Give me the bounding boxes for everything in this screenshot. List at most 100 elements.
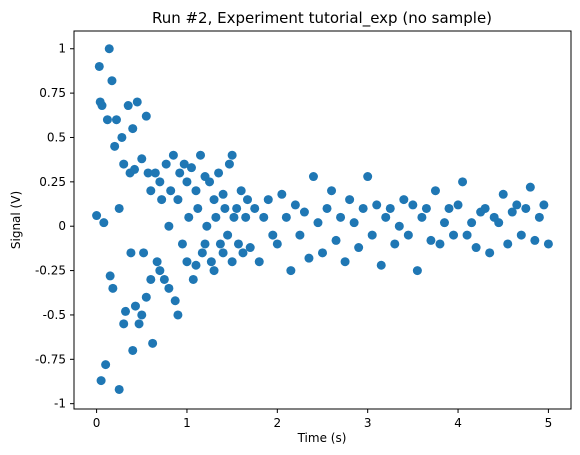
- data-point: [96, 376, 106, 386]
- data-point: [295, 230, 305, 240]
- data-point: [104, 44, 114, 54]
- data-point: [146, 274, 156, 284]
- data-point: [430, 186, 440, 196]
- data-point: [444, 203, 454, 213]
- data-point: [155, 177, 165, 187]
- data-point: [435, 239, 445, 249]
- data-point: [308, 172, 318, 182]
- data-point: [157, 195, 167, 205]
- data-point: [268, 230, 278, 240]
- data-point: [403, 230, 413, 240]
- data-point: [179, 159, 189, 169]
- data-point: [521, 203, 531, 213]
- data-point: [381, 212, 391, 222]
- data-point: [182, 257, 192, 267]
- data-point: [229, 212, 239, 222]
- data-point: [485, 248, 495, 258]
- data-point: [426, 235, 436, 245]
- data-points: [92, 44, 553, 394]
- data-point: [327, 186, 337, 196]
- data-point: [286, 266, 296, 276]
- data-point: [385, 203, 395, 213]
- data-point: [177, 239, 187, 249]
- data-point: [173, 195, 183, 205]
- data-point: [471, 243, 481, 253]
- data-point: [99, 218, 109, 228]
- data-point: [467, 218, 477, 228]
- data-point: [193, 203, 203, 213]
- chart-title: Run #2, Experiment tutorial_exp (no samp…: [152, 9, 492, 28]
- y-axis-ticks: -1 -0.75 -0.5 -0.25 0 0.25 0.5 0.75 1: [35, 42, 74, 411]
- data-point: [539, 200, 549, 210]
- data-point: [101, 360, 111, 370]
- data-point: [111, 115, 121, 125]
- data-point: [137, 310, 147, 320]
- data-point: [367, 230, 377, 240]
- data-point: [227, 257, 237, 267]
- data-point: [168, 150, 178, 160]
- data-point: [281, 212, 291, 222]
- data-point: [534, 212, 544, 222]
- data-point: [191, 260, 201, 270]
- data-point: [94, 61, 104, 71]
- data-point: [141, 111, 151, 121]
- data-point: [507, 207, 517, 217]
- data-point: [313, 218, 323, 228]
- data-point: [331, 235, 341, 245]
- data-point: [200, 239, 210, 249]
- data-point: [205, 177, 215, 187]
- data-point: [130, 301, 140, 311]
- data-point: [150, 168, 160, 178]
- y-tick-label: -1: [54, 397, 66, 411]
- data-point: [211, 212, 221, 222]
- data-point: [336, 212, 346, 222]
- data-point: [439, 218, 449, 228]
- data-point: [209, 266, 219, 276]
- data-point: [408, 200, 418, 210]
- y-tick-label: -0.75: [35, 352, 66, 366]
- y-tick-label: 0.5: [47, 130, 66, 144]
- data-point: [170, 296, 180, 306]
- data-point: [345, 195, 355, 205]
- data-point: [277, 189, 287, 199]
- data-point: [218, 248, 228, 258]
- data-point: [92, 211, 102, 221]
- y-axis-label: Signal (V): [9, 191, 23, 249]
- data-point: [161, 159, 171, 169]
- data-point: [530, 235, 540, 245]
- data-point: [318, 248, 327, 258]
- data-point: [263, 195, 273, 205]
- data-point: [372, 200, 382, 210]
- data-point: [134, 319, 144, 329]
- data-point: [272, 239, 282, 249]
- data-point: [458, 177, 468, 187]
- x-tick-label: 2: [273, 416, 281, 430]
- data-point: [449, 230, 459, 240]
- data-point: [173, 310, 183, 320]
- data-point: [206, 257, 216, 267]
- data-point: [543, 239, 553, 249]
- data-point: [525, 182, 535, 192]
- data-point: [215, 239, 225, 249]
- data-point: [110, 141, 120, 151]
- data-point: [139, 248, 149, 258]
- data-point: [233, 239, 243, 249]
- data-point: [188, 274, 198, 284]
- data-point: [102, 115, 112, 125]
- data-point: [107, 76, 117, 86]
- y-tick-label: -0.5: [43, 308, 66, 322]
- data-point: [202, 221, 212, 231]
- data-point: [223, 230, 233, 240]
- data-point: [227, 150, 237, 160]
- y-tick-label: 0.25: [39, 175, 66, 189]
- data-point: [241, 212, 251, 222]
- data-point: [191, 186, 201, 196]
- data-point: [250, 203, 260, 213]
- data-point: [304, 253, 314, 263]
- data-point: [155, 266, 165, 276]
- data-point: [132, 97, 142, 107]
- data-point: [236, 186, 246, 196]
- data-point: [121, 306, 131, 316]
- data-point: [119, 159, 129, 169]
